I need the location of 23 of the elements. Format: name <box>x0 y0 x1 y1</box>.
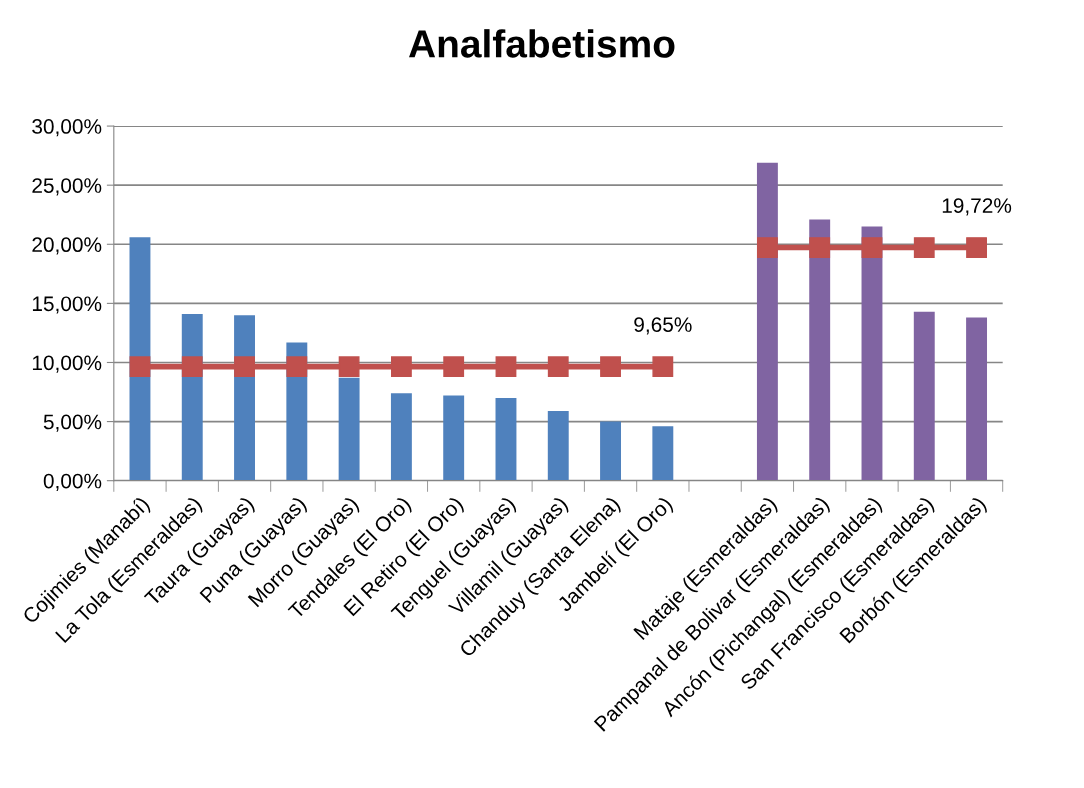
data-label: 9,65% <box>634 317 692 335</box>
bar <box>390 393 412 481</box>
bar <box>600 421 621 481</box>
data-label: 19,72% <box>942 198 1012 216</box>
bar <box>861 226 883 481</box>
y-tick-label: 5,00% <box>43 414 102 432</box>
bar <box>443 395 465 481</box>
bar <box>547 410 569 481</box>
bar <box>652 426 674 481</box>
bar <box>129 237 151 481</box>
bar <box>809 219 831 481</box>
y-tick-label: 25,00% <box>32 178 102 196</box>
y-tick-label: 10,00% <box>32 355 102 373</box>
y-tick-label: 20,00% <box>32 237 102 255</box>
chart-title: Analfabetismo <box>409 29 675 58</box>
bar <box>966 317 988 481</box>
y-tick-label: 30,00% <box>32 119 102 137</box>
bar <box>913 311 935 481</box>
y-tick-label: 15,00% <box>32 296 102 314</box>
y-tick-label: 0,00% <box>43 473 102 491</box>
bar <box>338 377 360 481</box>
bar <box>756 162 778 481</box>
bar <box>495 397 517 481</box>
